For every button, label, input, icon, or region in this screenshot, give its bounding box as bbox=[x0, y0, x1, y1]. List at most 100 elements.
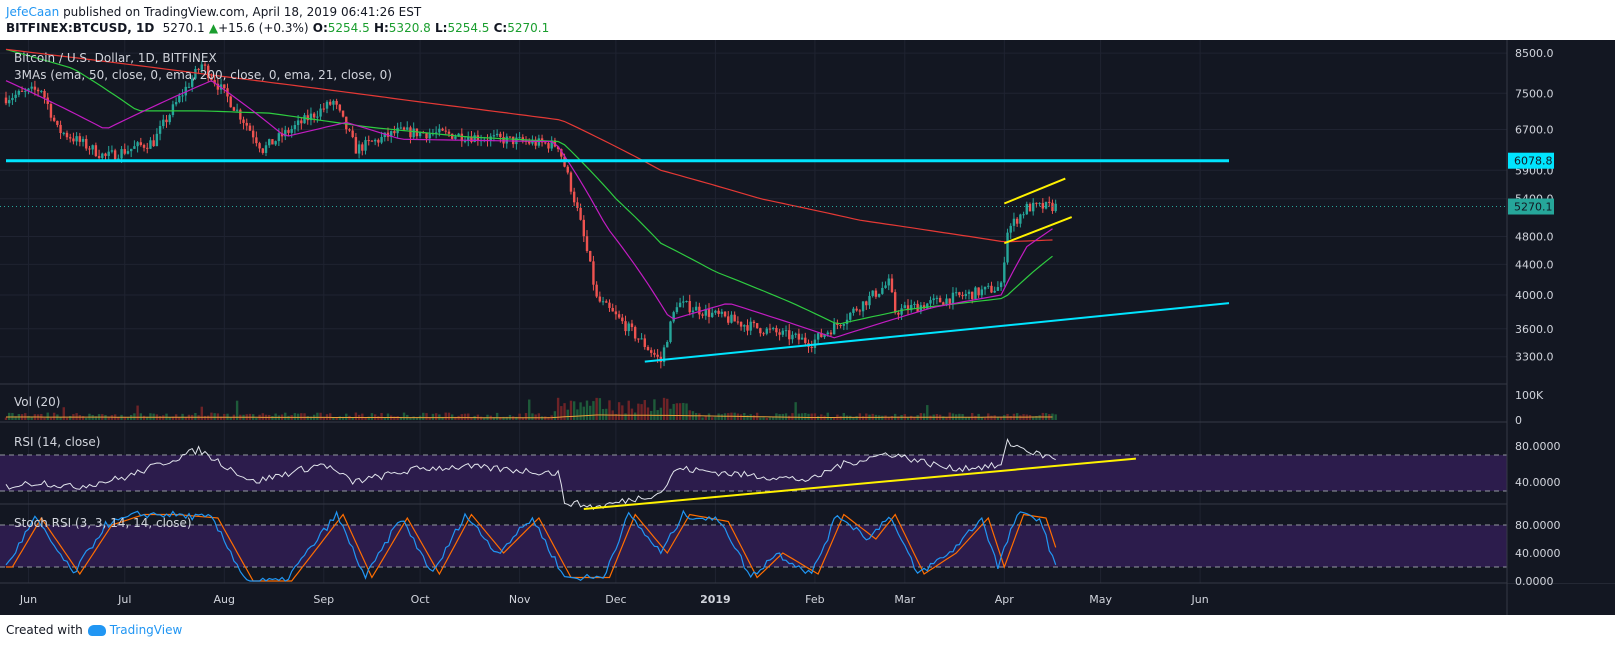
candle-body bbox=[56, 120, 59, 125]
candle-body bbox=[284, 130, 287, 137]
candle-body bbox=[585, 236, 589, 252]
volume-bar bbox=[69, 415, 72, 420]
author-link[interactable]: JefeCaan bbox=[6, 5, 60, 19]
volume-bar bbox=[422, 412, 425, 420]
ema-line bbox=[5, 48, 1053, 243]
candle-body bbox=[348, 129, 351, 131]
candle-body bbox=[832, 323, 836, 335]
volume-bar bbox=[585, 400, 589, 420]
volume-bar bbox=[136, 405, 139, 420]
candle-body bbox=[210, 77, 213, 80]
volume-bar bbox=[913, 417, 916, 420]
candle-body bbox=[945, 298, 948, 305]
rsi-trendline[interactable] bbox=[583, 457, 1137, 510]
volume-bar bbox=[1041, 412, 1045, 420]
candle-body bbox=[107, 151, 110, 156]
candle-body bbox=[444, 130, 447, 132]
candle-body bbox=[672, 312, 675, 322]
volume-bar bbox=[967, 417, 971, 420]
candle-body bbox=[993, 290, 996, 293]
stoch-tick-label: 40.0000 bbox=[1515, 547, 1561, 560]
candle-body bbox=[62, 132, 65, 134]
volume-bar bbox=[107, 417, 110, 420]
candle-body bbox=[900, 308, 903, 315]
candle-body bbox=[765, 328, 768, 334]
volume-bar bbox=[563, 403, 566, 420]
volume-bar bbox=[364, 417, 367, 420]
volume-pane bbox=[4, 397, 1057, 420]
chart-canvas[interactable]: 8500.07500.06700.05900.05400.04800.04400… bbox=[0, 40, 1615, 615]
volume-bar bbox=[1054, 414, 1057, 420]
volume-bar bbox=[759, 417, 762, 420]
candle-body bbox=[242, 119, 245, 123]
volume-bar bbox=[219, 416, 223, 420]
trendline-channel-lower[interactable] bbox=[1003, 216, 1073, 245]
volume-bar bbox=[309, 416, 313, 420]
candle-body bbox=[762, 333, 765, 335]
candle-body bbox=[20, 90, 24, 92]
candle-body bbox=[906, 305, 910, 311]
ema-line bbox=[5, 80, 1053, 339]
candle-body bbox=[922, 305, 926, 309]
candle-body bbox=[367, 140, 370, 142]
footer-brand-link[interactable]: TradingView bbox=[109, 623, 183, 637]
candle-body bbox=[874, 290, 878, 297]
candle-body bbox=[839, 325, 842, 327]
open-value: 5254.5 bbox=[327, 21, 370, 35]
trendline-ascending-support[interactable] bbox=[644, 302, 1230, 363]
candle-body bbox=[213, 79, 216, 84]
candle-body bbox=[1012, 218, 1016, 226]
candle-body bbox=[890, 278, 894, 293]
volume-bar bbox=[624, 413, 627, 420]
candle-body bbox=[460, 133, 464, 142]
candle-body bbox=[720, 311, 724, 314]
volume-bar bbox=[149, 413, 152, 420]
candle-body bbox=[637, 338, 640, 340]
candle-body bbox=[678, 302, 682, 308]
last-price: 5270.1 bbox=[162, 21, 205, 35]
volume-bar bbox=[906, 417, 910, 420]
candle-body bbox=[245, 122, 248, 126]
volume-bar bbox=[589, 405, 592, 420]
candle-body bbox=[736, 321, 740, 323]
volume-bar bbox=[171, 416, 175, 420]
candle-body bbox=[996, 287, 1000, 291]
volume-bar bbox=[666, 398, 669, 420]
candle-body bbox=[123, 149, 126, 154]
volume-bar bbox=[261, 413, 264, 420]
candle-body bbox=[733, 314, 736, 322]
candle-body bbox=[78, 136, 82, 142]
candle-body bbox=[406, 127, 409, 130]
candle-body bbox=[627, 323, 630, 332]
volume-bar bbox=[531, 413, 534, 420]
time-tick-label: Apr bbox=[995, 593, 1015, 606]
volume-bar bbox=[207, 415, 210, 420]
time-tick-label: 2019 bbox=[700, 593, 731, 606]
stoch-rsi-pane bbox=[0, 509, 1507, 582]
volume-bar bbox=[351, 417, 354, 420]
candle-body bbox=[197, 68, 200, 70]
candle-body bbox=[149, 140, 152, 149]
candle-body bbox=[370, 140, 374, 142]
volume-bar bbox=[971, 412, 974, 420]
volume-bar bbox=[518, 413, 521, 420]
publish-header: JefeCaan published on TradingView.com, A… bbox=[6, 5, 421, 19]
change-up-icon: ▲ bbox=[208, 21, 219, 35]
volume-bar bbox=[27, 415, 30, 420]
candle-body bbox=[877, 293, 881, 297]
candle-body bbox=[97, 156, 101, 158]
volume-bar bbox=[881, 415, 884, 420]
volume-bar bbox=[605, 408, 608, 420]
trendline-channel-upper[interactable] bbox=[1003, 177, 1066, 205]
volume-bar bbox=[354, 412, 358, 420]
candle-body bbox=[1048, 201, 1051, 203]
volume-bar bbox=[377, 416, 380, 420]
price-tick-label: 3600.0 bbox=[1515, 323, 1554, 336]
candle-body bbox=[621, 317, 624, 322]
candle-body bbox=[948, 298, 951, 305]
volume-bar bbox=[133, 413, 136, 420]
volume-bar bbox=[948, 412, 951, 420]
time-tick-label: Nov bbox=[509, 593, 531, 606]
volume-bar bbox=[184, 417, 187, 420]
candle-body bbox=[958, 292, 961, 296]
